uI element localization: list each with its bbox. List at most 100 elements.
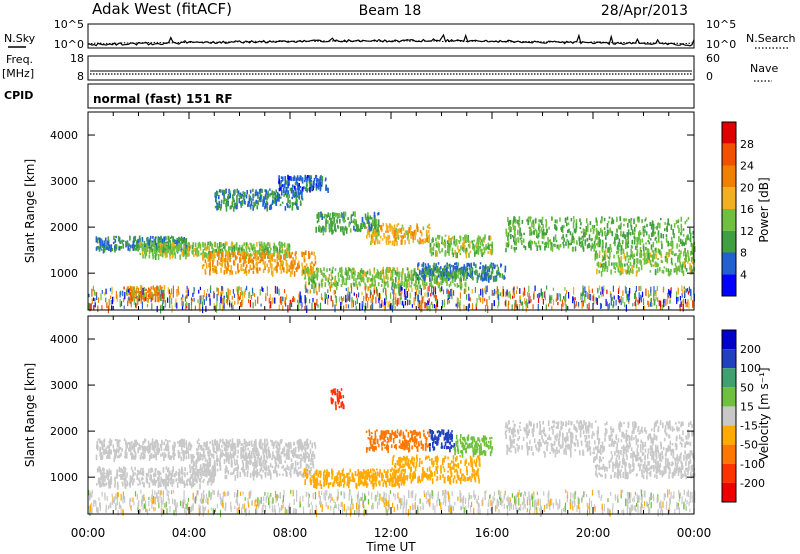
heatmap-cell [320, 179, 323, 185]
heatmap-cell [543, 242, 546, 246]
heatmap-cell [583, 229, 586, 232]
heatmap-cell [401, 270, 404, 275]
heatmap-cell [348, 295, 350, 301]
heatmap-cell [120, 290, 122, 296]
heatmap-cell [275, 203, 277, 206]
heatmap-cell [240, 266, 243, 272]
heatmap-cell [101, 290, 103, 294]
heatmap-cell [676, 270, 678, 275]
heatmap-cell [355, 221, 357, 227]
heatmap-cell [484, 298, 486, 302]
heatmap-cell [398, 228, 401, 233]
heatmap-cell [517, 229, 519, 235]
heatmap-cell [106, 451, 109, 457]
heatmap-cell [463, 239, 465, 243]
heatmap-cell [141, 301, 143, 309]
heatmap-cell [292, 264, 294, 270]
heatmap-cell [114, 245, 116, 250]
heatmap-cell [90, 303, 92, 310]
heatmap-cell [288, 446, 290, 453]
heatmap-cell [138, 247, 141, 250]
heatmap-cell [528, 243, 530, 249]
heatmap-cell [300, 175, 302, 182]
heatmap-cell [207, 254, 209, 259]
heatmap-cell [532, 230, 534, 234]
heatmap-cell [209, 241, 211, 247]
heatmap-cell [279, 203, 282, 206]
heatmap-cell [627, 229, 630, 235]
heatmap-cell [668, 295, 670, 299]
heatmap-cell [651, 302, 653, 307]
heatmap-cell [432, 273, 435, 276]
heatmap-cell [574, 246, 577, 252]
heatmap-cell [165, 250, 167, 255]
heatmap-cell [240, 443, 243, 447]
heatmap-cell [328, 215, 331, 221]
heatmap-cell [406, 283, 409, 288]
heatmap-cell [385, 223, 388, 228]
cpid-label: CPID [4, 89, 33, 102]
heatmap-cell [314, 441, 316, 446]
heatmap-cell [607, 304, 609, 311]
heatmap-cell [481, 241, 484, 246]
heatmap-cell [218, 257, 220, 260]
heatmap-cell [666, 260, 669, 264]
heatmap-cell [633, 239, 636, 245]
heatmap-cell [433, 274, 436, 280]
heatmap-cell [581, 240, 583, 246]
colorbar-tick-label: 4 [740, 268, 747, 281]
heatmap-cell [599, 243, 601, 248]
heatmap-cell [365, 272, 367, 278]
heatmap-cell [586, 304, 588, 309]
heatmap-cell [519, 288, 521, 294]
heatmap-cell [599, 227, 602, 233]
heatmap-cell [241, 443, 244, 446]
heatmap-cell [478, 294, 480, 301]
heatmap-cell [452, 272, 454, 277]
heatmap-cell [273, 242, 276, 246]
heatmap-cell [157, 442, 159, 447]
heatmap-cell [481, 277, 484, 282]
heatmap-cell [142, 450, 144, 455]
heatmap-cell [141, 455, 144, 460]
heatmap-cell [598, 250, 601, 255]
heatmap-cell [222, 250, 224, 254]
heatmap-cell [270, 301, 272, 309]
heatmap-cell [574, 304, 576, 309]
heatmap-cell [443, 239, 446, 242]
heatmap-cell [177, 244, 180, 250]
heatmap-cell [605, 298, 607, 307]
heatmap-cell [501, 291, 503, 298]
heatmap-cell [431, 247, 433, 251]
heatmap-cell [257, 200, 259, 206]
heatmap-cell [316, 274, 318, 281]
heatmap-cell [296, 456, 299, 459]
heatmap-cell [204, 259, 207, 264]
heatmap-cell [154, 254, 157, 260]
heatmap-cell [321, 297, 324, 301]
heatmap-cell [503, 275, 505, 280]
heatmap-cell [548, 226, 550, 230]
heatmap-cell [423, 270, 426, 274]
heatmap-cell [651, 249, 654, 253]
heatmap-cell [471, 288, 473, 294]
heatmap-cell [316, 298, 318, 306]
heatmap-cell [306, 179, 308, 183]
heatmap-cell [211, 262, 214, 268]
heatmap-cell [251, 444, 253, 447]
heatmap-cell [297, 206, 299, 210]
heatmap-cell [158, 289, 160, 298]
heatmap-cell [369, 215, 372, 220]
heatmap-cell [616, 262, 618, 268]
nave-tick-bottom: 0 [706, 70, 713, 83]
heatmap-cell [439, 251, 441, 254]
heatmap-cell [114, 453, 116, 458]
heatmap-cell [291, 251, 294, 255]
heatmap-cell [340, 212, 343, 215]
heatmap-cell [212, 443, 214, 450]
heatmap-cell [118, 454, 121, 458]
heatmap-cell [599, 302, 602, 310]
heatmap-cell [231, 306, 233, 310]
heatmap-cell [694, 246, 696, 252]
heatmap-cell [388, 223, 391, 228]
